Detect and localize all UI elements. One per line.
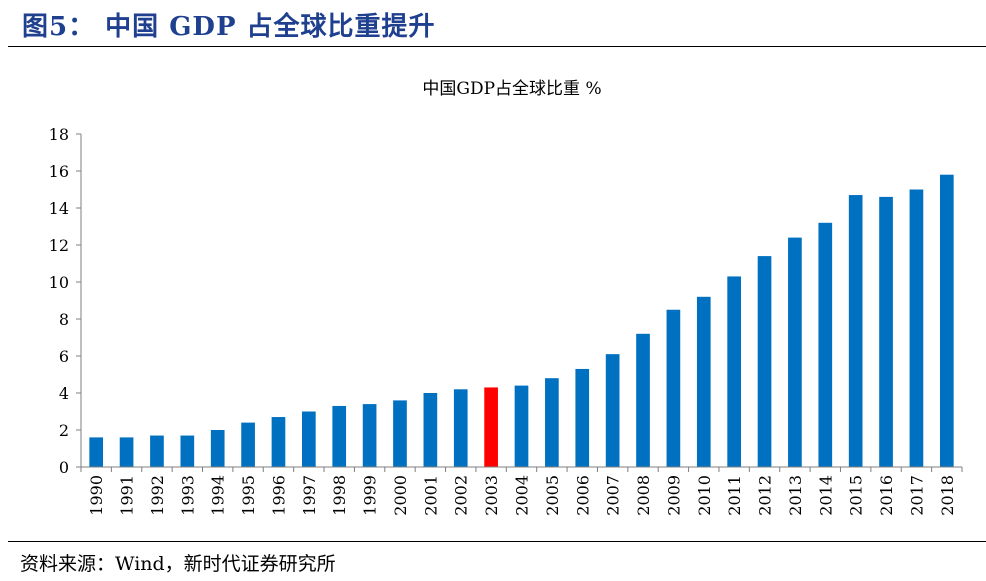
x-tick-label: 2003: [482, 475, 501, 516]
x-tick-label: 2006: [573, 475, 592, 516]
x-tick-label: 1998: [330, 475, 349, 516]
bar-1990: [89, 437, 104, 467]
bar-2003: [484, 387, 498, 467]
bar-2005: [545, 378, 559, 467]
bar-1997: [302, 411, 316, 467]
y-tick-label: 2: [59, 421, 69, 440]
bar-1991: [119, 437, 134, 467]
y-tick-label: 16: [49, 162, 69, 181]
x-tick-label: 2017: [907, 475, 926, 516]
x-tick-label: 1993: [178, 475, 197, 516]
figure-title: 图5： 中国 GDP 占全球比重提升: [22, 12, 436, 42]
bar-2011: [727, 276, 741, 467]
bars: [89, 174, 954, 468]
bar-2007: [605, 354, 620, 467]
x-tick-label: 1992: [148, 475, 167, 516]
bar-2018: [939, 174, 954, 467]
bar-1999: [362, 404, 377, 467]
x-tick-label: 1996: [269, 475, 288, 516]
y-tick-label: 6: [59, 347, 69, 366]
bar-2006: [575, 368, 590, 467]
x-tick-label: 2000: [391, 475, 410, 516]
x-tick-label: 2015: [847, 475, 866, 516]
y-tick-label: 12: [49, 236, 69, 255]
bar-1992: [150, 435, 164, 467]
y-tick-label: 8: [59, 310, 69, 329]
y-tick-label: 10: [49, 273, 69, 292]
x-tick-label: 2005: [543, 475, 562, 516]
bar-2014: [818, 222, 833, 467]
y-tick-label: 4: [59, 384, 69, 403]
bar-1995: [241, 422, 255, 467]
x-tick-label: 2002: [452, 475, 471, 516]
x-tick-label: 2004: [513, 475, 532, 516]
x-tick-label: 2001: [421, 475, 440, 516]
x-axis: 1990 1991 1992 1993 1994 1995 1996 1997 1998 1999…: [80, 466, 963, 516]
figure-header: 图5： 中国 GDP 占全球比重提升: [0, 0, 986, 46]
y-tick-label: 18: [49, 125, 69, 144]
x-tick-label: 2013: [786, 475, 805, 516]
x-tick-label: 2011: [725, 475, 744, 516]
bar-2015: [848, 195, 863, 468]
bar-2002: [453, 389, 468, 467]
x-tick-label: 2007: [604, 475, 623, 516]
x-tick-label: 1997: [300, 475, 319, 516]
x-tick-label: 1990: [87, 475, 106, 516]
bar-2016: [879, 196, 893, 467]
y-tick-label: 0: [59, 458, 69, 477]
bar-2012: [757, 256, 772, 467]
footer-divider: [8, 541, 986, 542]
x-tick-label: 2010: [695, 475, 714, 516]
x-tick-label: 2009: [664, 475, 683, 516]
y-tick-label: 14: [49, 199, 69, 218]
bar-2004: [514, 385, 529, 467]
source-note: 资料来源：Wind，新时代证券研究所: [20, 553, 336, 575]
bar-2001: [423, 393, 438, 467]
bar-2008: [636, 333, 650, 467]
x-tick-label: 2012: [756, 475, 775, 516]
x-tick-label: 2018: [938, 475, 957, 516]
bar-2013: [788, 237, 802, 467]
chart-title: 中国GDP占全球比重 %: [422, 79, 601, 99]
bar-1994: [210, 430, 225, 467]
bar-2010: [696, 296, 711, 467]
x-tick-label: 1999: [361, 475, 380, 516]
x-tick-label: 2016: [877, 475, 896, 516]
y-axis: 0 2 4 6 8 10 12 14 16 18: [49, 125, 82, 477]
bar-2017: [909, 189, 924, 467]
header-divider: [8, 46, 986, 47]
bar-1996: [271, 417, 286, 467]
x-tick-label: 1991: [118, 475, 137, 516]
x-tick-label: 2014: [816, 475, 835, 516]
x-tick-label: 1994: [209, 475, 228, 516]
bar-1993: [180, 435, 195, 467]
bar-1998: [332, 405, 347, 467]
bar-2000: [393, 400, 407, 467]
x-tick-label: 1995: [239, 475, 258, 516]
x-tick-label: 2008: [634, 475, 653, 516]
bar-2009: [666, 309, 681, 467]
